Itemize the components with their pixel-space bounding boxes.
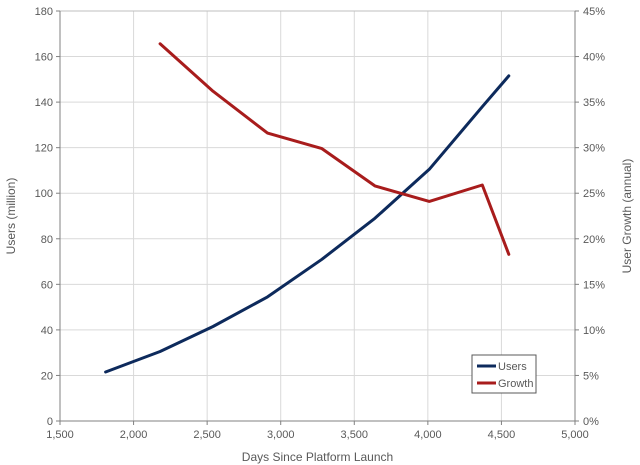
y-axis-left-title: Users (million) <box>4 178 18 255</box>
x-axis-title: Days Since Platform Launch <box>242 450 393 464</box>
y-axis-right-title: User Growth (annual) <box>620 159 634 274</box>
series-line-users <box>104 74 511 374</box>
y-left-tick-label: 0 <box>47 416 53 428</box>
x-tick-label: 3,500 <box>341 429 369 441</box>
y-right-tick-label: 5% <box>583 370 599 382</box>
y-right-tick-label: 10% <box>583 325 605 337</box>
x-tick-label: 2,000 <box>120 429 148 441</box>
x-tick-label: 4,500 <box>488 429 516 441</box>
y-right-tick-label: 45% <box>583 6 605 18</box>
y-left-tick-label: 100 <box>35 188 53 200</box>
y-left-tick-label: 180 <box>35 6 53 18</box>
legend-box <box>471 354 537 394</box>
x-tick-label: 5,000 <box>561 429 589 441</box>
y-right-tick-label: 30% <box>583 143 605 155</box>
axes: 1,500 2,000 2,500 3,000 3,500 4,000 4,500 5,000… <box>35 6 606 441</box>
legend-label-growth: Growth <box>498 378 533 390</box>
x-tick-label: 1,500 <box>46 429 74 441</box>
series <box>104 42 511 374</box>
x-tick-label: 3,000 <box>267 429 295 441</box>
x-tick-label: 2,500 <box>193 429 221 441</box>
y-right-tick-label: 25% <box>583 188 605 200</box>
y-right-tick-label: 40% <box>583 52 605 64</box>
y-right-tick-label: 35% <box>583 97 605 109</box>
series-line-growth <box>158 42 511 256</box>
y-left-tick-label: 20 <box>41 370 53 382</box>
y-left-tick-label: 80 <box>41 234 53 246</box>
y-left-tick-label: 140 <box>35 97 53 109</box>
legend: Users Growth <box>471 354 537 394</box>
y-left-tick-label: 60 <box>41 279 53 291</box>
y-left-tick-label: 160 <box>35 52 53 64</box>
y-right-tick-label: 15% <box>583 279 605 291</box>
x-tick-label: 4,000 <box>414 429 442 441</box>
y-left-tick-label: 40 <box>41 325 53 337</box>
y-right-tick-label: 0% <box>583 416 599 428</box>
y-right-tick-label: 20% <box>583 234 605 246</box>
legend-label-users: Users <box>498 361 527 373</box>
y-left-tick-label: 120 <box>35 143 53 155</box>
